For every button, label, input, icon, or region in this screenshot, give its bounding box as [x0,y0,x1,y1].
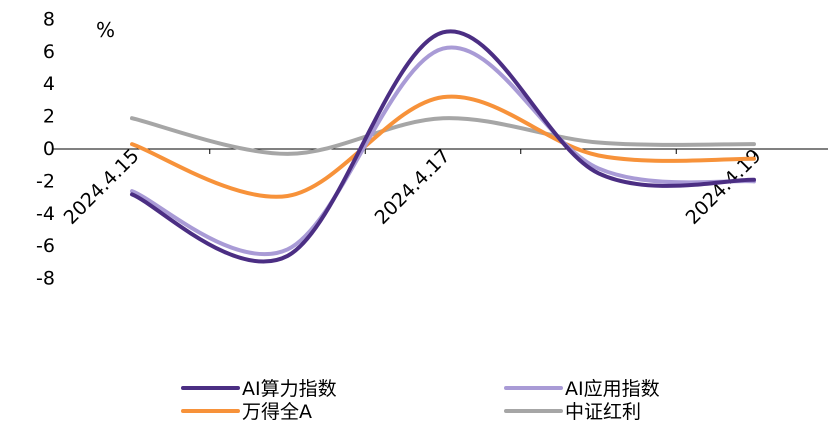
legend-label: 万得全A [242,401,312,421]
series-line-0 [130,29,756,264]
legend-label: 中证红利 [565,401,641,421]
y-tick-label: 4 [43,73,55,95]
series-line-1 [130,45,756,257]
y-tick-label: 6 [43,41,55,63]
y-tick-label: -8 [36,268,55,290]
y-tick-label: 0 [43,138,55,160]
legend-label: AI应用指数 [565,378,660,400]
y-axis: 8 6 4 2 0 -2 -4 -6 -8 [36,8,55,289]
legend-label: AI算力指数 [242,378,337,400]
y-tick-label: -6 [36,235,55,257]
unit-label: % [96,18,115,42]
x-tick-label: 2024.4.15 [60,145,144,229]
x-tick-label: 2024.4.17 [371,145,455,229]
series-line-2 [130,94,756,199]
y-tick-label: 8 [43,8,55,30]
series-line-3 [130,116,756,156]
y-tick-label: -4 [36,203,55,225]
y-tick-label: 2 [43,106,55,128]
series-lines [130,29,756,264]
y-tick-label: -2 [36,170,55,192]
